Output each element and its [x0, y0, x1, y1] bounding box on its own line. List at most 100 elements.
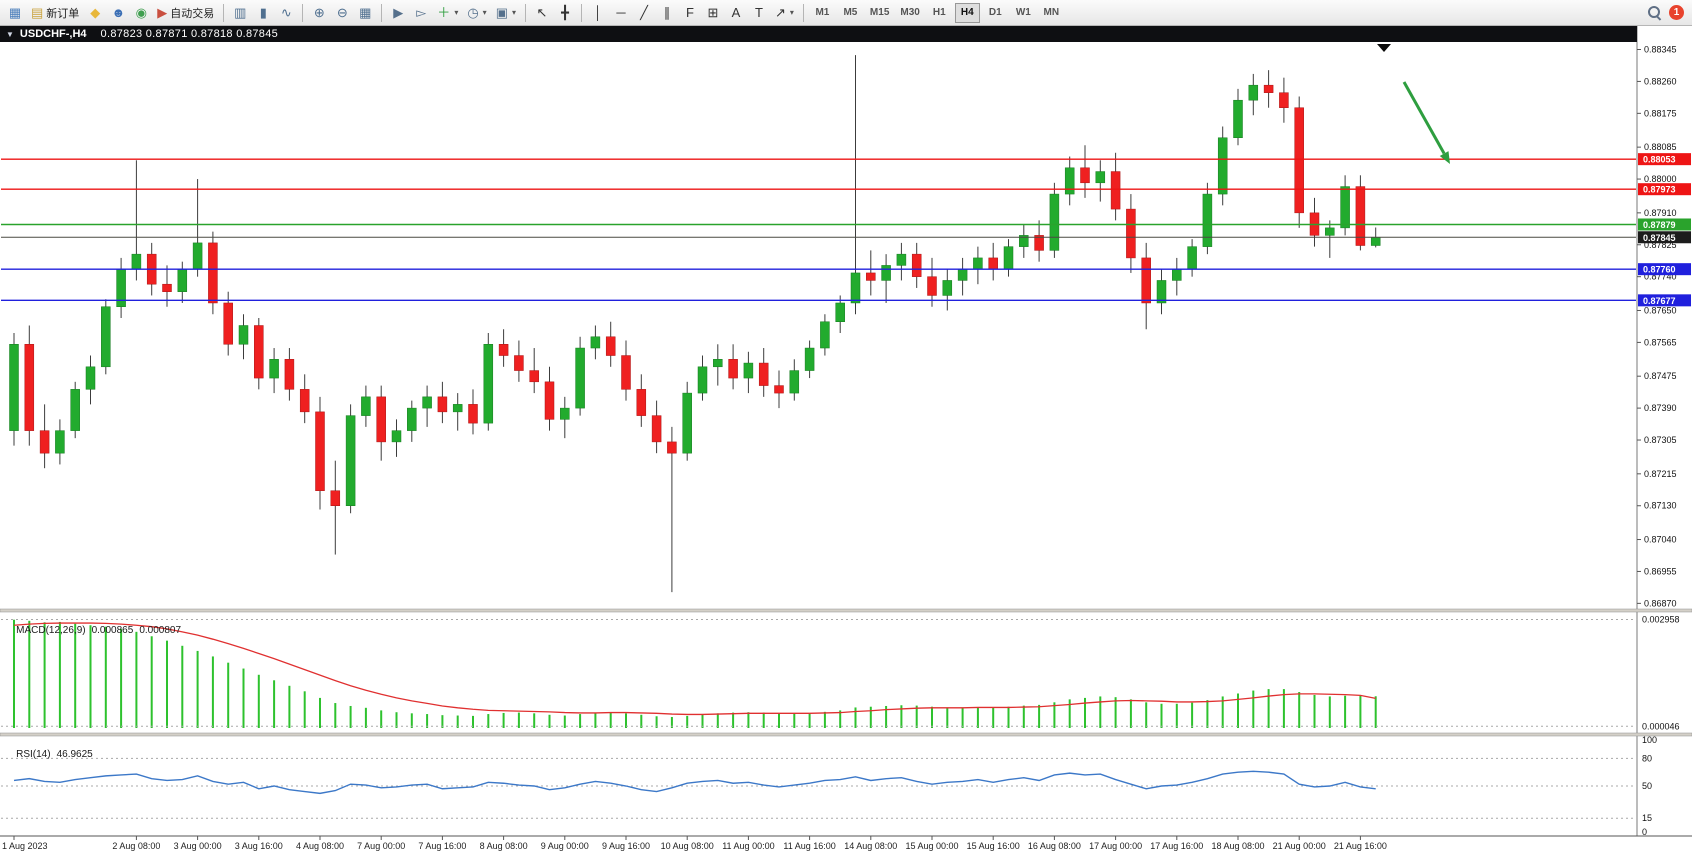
date-axis-label: 15 Aug 00:00	[905, 841, 958, 851]
line-chart-button[interactable]: ∿	[275, 2, 297, 24]
fibonacci-button[interactable]: F	[679, 2, 701, 24]
price-tag-0.87760: 0.87760	[1638, 263, 1691, 276]
price-axis-tick: 0.87825	[1644, 240, 1677, 250]
date-axis-label: 4 Aug 08:00	[296, 841, 344, 851]
community-button[interactable]: ◉	[130, 2, 152, 24]
indicators-button[interactable]: ＋ ▾	[433, 2, 462, 24]
equidistant-channel-button[interactable]: ∥	[656, 2, 678, 24]
notification-badge[interactable]: 1	[1669, 5, 1684, 20]
rsi-title: RSI(14)	[16, 749, 51, 760]
rsi-axis-label: 100	[1642, 735, 1657, 745]
date-axis-label: 3 Aug 16:00	[235, 841, 283, 851]
templates-button[interactable]: ▣ ▾	[492, 2, 520, 24]
auto-trading-button[interactable]: ▶ 自动交易	[153, 2, 218, 24]
new-chart-button[interactable]: ▦	[4, 2, 26, 24]
date-axis-label: 11 Aug 00:00	[722, 841, 774, 851]
templates-dropdown-icon[interactable]: ▾	[511, 8, 516, 17]
sell-signal-arrow[interactable]	[1402, 81, 1450, 164]
date-axis-label: 8 Aug 08:00	[480, 841, 528, 851]
crosshair-icon: ╋	[561, 5, 569, 20]
zoom-out-button[interactable]: ⊖	[331, 2, 353, 24]
date-axis-label: 18 Aug 08:00	[1211, 841, 1264, 851]
date-axis-label: 9 Aug 00:00	[541, 841, 589, 851]
shapes-button[interactable]: ⊞	[702, 2, 724, 24]
svg-text:0.87845: 0.87845	[1643, 233, 1676, 243]
macd-panel[interactable]	[0, 612, 1637, 733]
shapes-icon: ⊞	[707, 5, 719, 20]
price-axis-tick: 0.87740	[1644, 272, 1677, 282]
tile-windows-button[interactable]: ▦	[354, 2, 376, 24]
timeframe-w1-button[interactable]: W1	[1015, 7, 1031, 18]
rsi-axis-label: 50	[1642, 781, 1652, 791]
date-axis-label: 3 Aug 00:00	[174, 841, 222, 851]
text-button[interactable]: A	[725, 2, 747, 24]
crosshair-button[interactable]: ╋	[554, 2, 576, 24]
macd-indicator-label: MACD(12,26,9) 0.000865 0.000807	[5, 614, 181, 647]
date-axis-label: 21 Aug 16:00	[1334, 841, 1387, 851]
date-axis-label: 1 Aug 2023	[2, 841, 48, 851]
text-label-button[interactable]: T	[748, 2, 770, 24]
chart-shift-button[interactable]: ▻	[410, 2, 432, 24]
search-icon[interactable]	[1647, 5, 1662, 20]
timeframe-h4-button[interactable]: H4	[954, 2, 980, 23]
favorites-button[interactable]: ◆	[84, 2, 106, 24]
cursor-button[interactable]: ↖	[531, 2, 553, 24]
auto-scroll-icon: ▶	[393, 5, 404, 20]
equidistant-channel-icon: ∥	[663, 5, 671, 20]
main-price-panel[interactable]	[0, 42, 1637, 609]
community-icon: ◉	[135, 5, 147, 20]
chart-shift-icon: ▻	[416, 5, 427, 20]
arrows-button[interactable]: ↗ ▾	[771, 2, 798, 24]
timeframe-m5-button[interactable]: M5	[843, 7, 858, 18]
timeframe-d1-button[interactable]: D1	[988, 7, 1002, 18]
trendline-button[interactable]: ╱	[633, 2, 655, 24]
date-axis-label: 7 Aug 16:00	[418, 841, 466, 851]
macd-title: MACD(12,26,9)	[16, 625, 86, 636]
timeframe-mn-button[interactable]: MN	[1043, 7, 1060, 18]
new-order-icon: ▤	[31, 5, 44, 20]
horizontal-line-button[interactable]: ─	[610, 2, 632, 24]
bar-chart-button[interactable]: ▥	[229, 2, 251, 24]
timeframe-m1-button[interactable]: M1	[815, 7, 830, 18]
date-axis-label: 15 Aug 16:00	[967, 841, 1020, 851]
price-axis-tick: 0.86955	[1644, 566, 1677, 576]
window-menu-icon[interactable]: ▼	[6, 29, 14, 39]
chart-ohlc-values: 0.87823 0.87871 0.87818 0.87845	[100, 28, 279, 40]
arrows-dropdown-icon[interactable]: ▾	[789, 8, 794, 17]
vertical-line-button[interactable]: │	[587, 2, 609, 24]
auto-trading-icon: ▶	[157, 5, 168, 20]
svg-text:0.87879: 0.87879	[1643, 220, 1676, 230]
periods-button[interactable]: ◷ ▾	[463, 2, 490, 24]
timeframe-h1-button[interactable]: H1	[932, 7, 946, 18]
svg-text:0.88053: 0.88053	[1643, 155, 1676, 165]
price-axis-tick: 0.88085	[1644, 142, 1677, 152]
auto-scroll-button[interactable]: ▶	[387, 2, 409, 24]
toolbar-right: 1	[1647, 5, 1688, 20]
panel-separator[interactable]	[0, 608, 1692, 613]
date-axis-label: 9 Aug 16:00	[602, 841, 650, 851]
templates-icon: ▣	[495, 5, 508, 20]
zoom-in-button[interactable]: ⊕	[308, 2, 330, 24]
candles	[9, 55, 1381, 593]
text-label-icon: T	[755, 5, 763, 20]
chart-title-bar[interactable]: ▼ USDCHF-,H4 0.87823 0.87871 0.87818 0.8…	[0, 26, 1637, 42]
price-tag-0.88053: 0.88053	[1638, 153, 1691, 166]
periods-dropdown-icon[interactable]: ▾	[482, 8, 487, 17]
macd-signal-value: 0.000807	[139, 625, 182, 636]
timeframe-m30-button[interactable]: M30	[900, 7, 920, 18]
date-axis-label: 17 Aug 00:00	[1089, 841, 1142, 851]
candlestick-chart-icon: ▮	[259, 5, 267, 20]
candlestick-chart-button[interactable]: ▮	[252, 2, 274, 24]
panel-separator[interactable]	[0, 732, 1692, 737]
date-axis-label: 21 Aug 00:00	[1273, 841, 1326, 851]
chart-symbol-title: USDCHF-,H4	[19, 28, 87, 40]
timeframe-m15-button[interactable]: M15	[869, 7, 890, 18]
bar-chart-icon: ▥	[234, 5, 247, 20]
periods-icon: ◷	[467, 5, 479, 20]
indicators-dropdown-icon[interactable]: ▾	[454, 8, 459, 17]
profile-button[interactable]: ☻	[107, 2, 129, 24]
rsi-axis-label: 80	[1642, 753, 1652, 763]
new-order-button[interactable]: ▤ 新订单	[27, 2, 83, 24]
